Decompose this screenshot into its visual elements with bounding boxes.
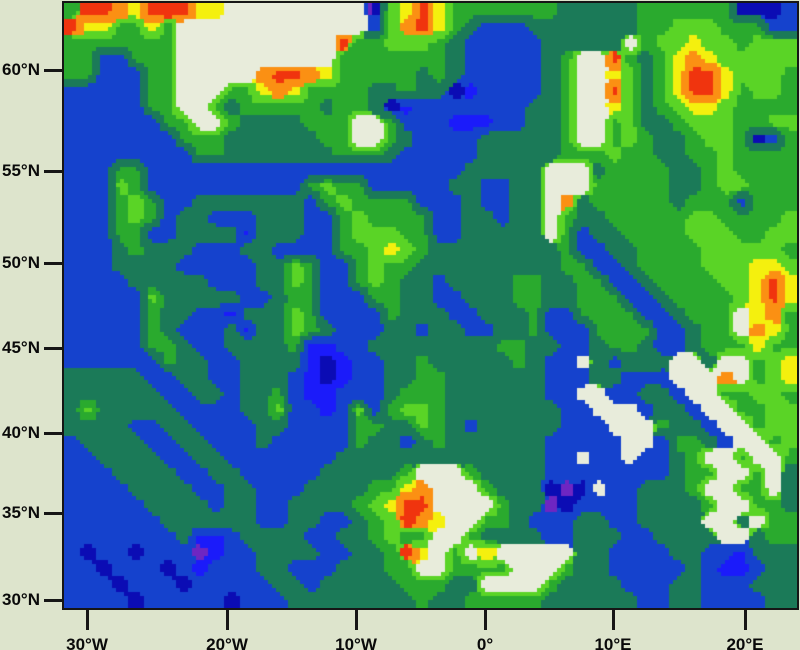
- x-axis-tick-label: 20°W: [206, 635, 248, 650]
- y-axis-tick-label: 40°N: [2, 423, 40, 442]
- y-axis-tick: [44, 347, 62, 350]
- x-axis-tick: [744, 610, 747, 630]
- x-axis-tick: [484, 610, 487, 630]
- y-axis-tick-label: 30°N: [2, 590, 40, 609]
- x-axis-tick: [226, 610, 229, 630]
- x-axis-tick-label: 30°W: [66, 635, 108, 650]
- y-axis-tick: [44, 512, 62, 515]
- y-axis-tick: [44, 69, 62, 72]
- field-map-canvas: [64, 3, 797, 608]
- y-axis-tick: [44, 262, 62, 265]
- x-axis-tick: [355, 610, 358, 630]
- x-axis-tick-label: 10°E: [594, 635, 632, 650]
- y-axis-tick-label: 45°N: [2, 338, 40, 357]
- map-plot-frame: [62, 1, 799, 610]
- x-axis-tick-label: 10°W: [335, 635, 377, 650]
- x-axis-tick-label: 20°E: [726, 635, 764, 650]
- y-axis-tick-label: 50°N: [2, 253, 40, 272]
- y-axis-tick-label: 35°N: [2, 503, 40, 522]
- x-axis-tick-label: 0°: [476, 635, 494, 650]
- x-axis-tick: [86, 610, 89, 630]
- y-axis-tick: [44, 170, 62, 173]
- x-axis-tick: [612, 610, 615, 630]
- y-axis-tick: [44, 432, 62, 435]
- y-axis-tick: [44, 599, 62, 602]
- y-axis-tick-label: 55°N: [2, 161, 40, 180]
- y-axis-tick-label: 60°N: [2, 60, 40, 79]
